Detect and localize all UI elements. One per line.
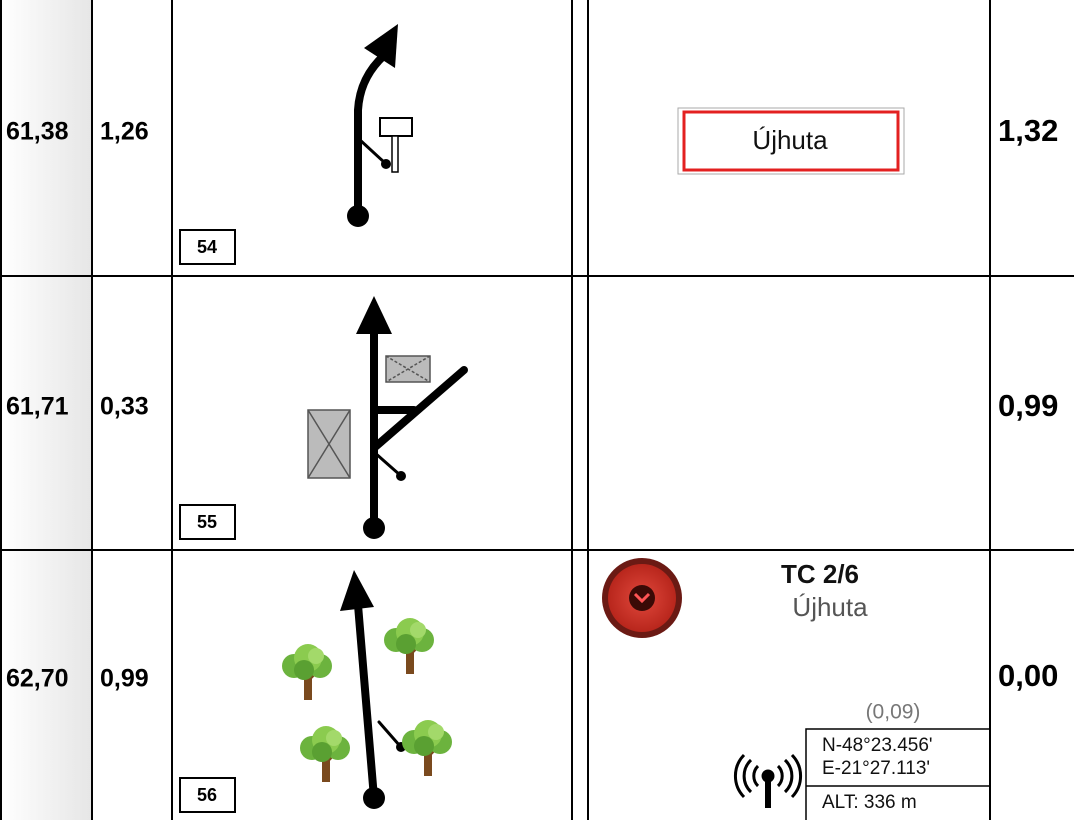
coord-box xyxy=(805,728,991,820)
next-distance: 0,99 xyxy=(998,388,1058,423)
partial-distance: 0,99 xyxy=(100,665,149,693)
tulip xyxy=(280,570,454,809)
next-distance: 1,32 xyxy=(998,113,1058,148)
note-box xyxy=(682,110,900,172)
box-number-text: 54 xyxy=(197,237,217,257)
note-text: Újhuta xyxy=(752,125,828,155)
box-number xyxy=(179,504,236,540)
box-number-text: 55 xyxy=(197,512,217,532)
longitude: E-21°27.113' xyxy=(822,758,930,779)
control-place: Újhuta xyxy=(792,592,868,622)
next-distance: 0,00 xyxy=(998,658,1058,693)
box-number xyxy=(179,777,236,813)
partial-distance: 1,26 xyxy=(100,118,149,146)
total-distance: 61,71 xyxy=(6,393,69,421)
control-button[interactable] xyxy=(602,558,682,638)
control-offset: (0,09) xyxy=(866,701,921,724)
antenna-icon xyxy=(733,753,803,808)
control-title: TC 2/6 xyxy=(781,559,859,589)
latitude: N-48°23.456' xyxy=(822,735,933,756)
altitude: ALT: 336 m xyxy=(822,792,917,813)
partial-distance: 0,33 xyxy=(100,393,149,421)
box-number xyxy=(179,229,236,265)
box-number-text: 56 xyxy=(197,785,217,805)
total-column xyxy=(0,0,92,820)
tulip xyxy=(347,24,413,227)
total-distance: 61,38 xyxy=(6,118,69,146)
tulip xyxy=(307,296,468,539)
total-distance: 62,70 xyxy=(6,665,69,693)
